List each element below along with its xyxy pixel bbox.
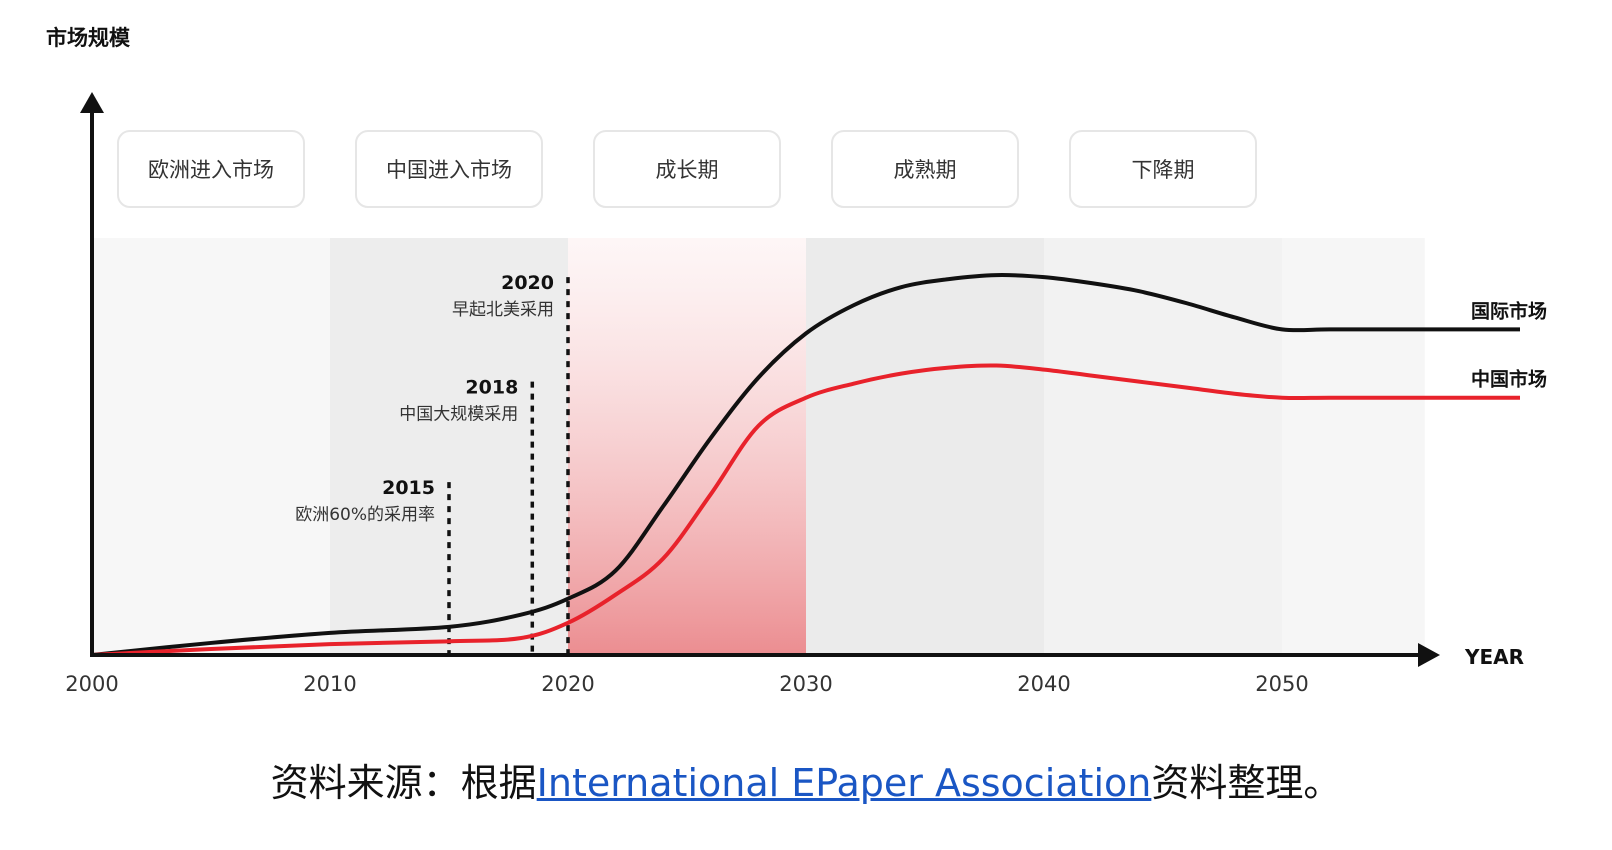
source-link[interactable]: International EPaper Association	[536, 761, 1152, 805]
phase-shade-3	[806, 238, 1044, 655]
source-prefix: 资料来源：根据	[270, 761, 537, 805]
x-axis-arrow	[1418, 643, 1440, 667]
phase-shade-0	[92, 238, 330, 655]
x-tick-label: 2040	[1017, 672, 1070, 696]
annotation-text-2018: 中国大规模采用	[399, 405, 518, 425]
annotations: 2015 欧洲60%的采用率 2018 中国大规模采用 2020 早起北美采用	[295, 272, 570, 655]
phase-box-1: 中国进入市场	[355, 130, 543, 208]
phase-shade-2	[568, 238, 806, 655]
source-note: 资料来源：根据International EPaper Association资…	[0, 752, 1612, 807]
phase-shade-tail	[1282, 238, 1425, 655]
phase-box-bg	[831, 130, 1019, 208]
phase-box-bg	[1069, 130, 1257, 208]
phase-label: 中国进入市场	[386, 158, 512, 182]
phase-label: 欧洲进入市场	[148, 158, 274, 182]
annotation-text-2015: 欧洲60%的采用率	[295, 505, 435, 525]
x-ticks: 2000 2010 2020 2030 2040 2050	[65, 672, 1308, 696]
phase-labels: 欧洲进入市场 中国进入市场 成长期 成熟期 下降期	[117, 130, 1257, 208]
phase-box-4: 下降期	[1069, 130, 1257, 208]
axes: 市场规模 YEAR	[46, 26, 1524, 669]
phase-box-bg	[593, 130, 781, 208]
annotation-year-2018: 2018	[465, 377, 518, 399]
series-line-1	[91, 363, 1520, 657]
phase-box-bg	[355, 130, 543, 208]
phase-box-bg	[117, 130, 305, 208]
series-label-0: 国际市场	[1471, 299, 1547, 322]
phase-shades	[92, 238, 1425, 655]
phase-shade-4	[1044, 238, 1282, 655]
phase-box-0: 欧洲进入市场	[117, 130, 305, 208]
y-axis-arrow	[80, 92, 104, 113]
series-line-0	[91, 273, 1520, 657]
x-tick-label: 2030	[779, 672, 832, 696]
series-lines	[91, 273, 1520, 657]
phase-label: 成长期	[656, 158, 719, 182]
phase-box-2: 成长期	[593, 130, 781, 208]
x-tick-label: 2000	[65, 672, 118, 696]
x-tick-label: 2020	[541, 672, 594, 696]
phase-shade-1	[330, 238, 568, 655]
phase-label: 成熟期	[894, 158, 957, 182]
phase-label: 下降期	[1132, 158, 1195, 182]
source-suffix: 资料整理。	[1151, 761, 1342, 805]
x-tick-label: 2050	[1255, 672, 1308, 696]
market-size-chart: 欧洲进入市场 中国进入市场 成长期 成熟期 下降期 2015 欧洲60%的采用率 2018 中…	[46, 26, 1547, 696]
x-tick-label: 2010	[303, 672, 356, 696]
annotation-year-2015: 2015	[382, 477, 435, 499]
x-axis-title: YEAR	[1464, 645, 1524, 669]
series-label-1: 中国市场	[1471, 368, 1547, 391]
y-axis-title: 市场规模	[46, 26, 131, 50]
annotation-text-2020: 早起北美采用	[452, 300, 554, 320]
annotation-year-2020: 2020	[501, 272, 554, 294]
phase-box-3: 成熟期	[831, 130, 1019, 208]
